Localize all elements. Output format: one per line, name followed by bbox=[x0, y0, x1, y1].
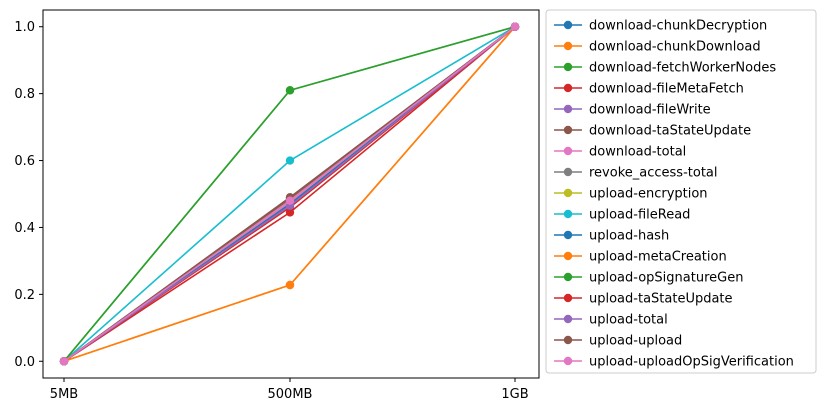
legend-label: download-fileMetaFetch bbox=[589, 82, 744, 97]
legend-label: download-chunkDecryption bbox=[589, 19, 767, 34]
data-point bbox=[59, 357, 69, 366]
data-point bbox=[285, 156, 295, 165]
legend-label: upload-uploadOpSigVerification bbox=[589, 355, 794, 370]
legend-item: upload-taStateUpdate bbox=[554, 292, 733, 307]
legend-item: upload-encryption bbox=[554, 187, 708, 202]
legend-item: download-fetchWorkerNodes bbox=[554, 61, 776, 76]
legend-item: download-fileWrite bbox=[554, 103, 711, 118]
legend-item: download-total bbox=[554, 145, 686, 160]
legend-label: download-total bbox=[589, 145, 686, 160]
y-tick-label: 0.6 bbox=[14, 154, 35, 169]
legend-item: download-chunkDownload bbox=[554, 40, 761, 55]
data-point bbox=[510, 22, 520, 31]
legend-item: download-taStateUpdate bbox=[554, 124, 751, 139]
data-point bbox=[285, 86, 295, 95]
legend: download-chunkDecryption download-chunkDo… bbox=[545, 9, 817, 374]
data-point bbox=[285, 280, 295, 290]
legend-marker bbox=[563, 335, 573, 345]
legend-label: download-chunkDownload bbox=[589, 40, 761, 55]
legend-marker bbox=[563, 125, 573, 135]
data-point bbox=[285, 208, 295, 217]
x-tick-label: 5MB bbox=[50, 387, 78, 402]
legend-marker bbox=[563, 251, 573, 261]
y-tick-label: 0.8 bbox=[14, 87, 35, 102]
legend-label: download-taStateUpdate bbox=[589, 124, 751, 139]
legend-marker bbox=[563, 41, 573, 51]
legend-label: revoke_access-total bbox=[589, 166, 718, 181]
legend-marker bbox=[563, 314, 573, 324]
legend-label: upload-hash bbox=[589, 229, 669, 244]
legend-label: upload-opSignatureGen bbox=[589, 271, 743, 286]
legend-marker bbox=[563, 293, 573, 303]
legend-frame bbox=[545, 9, 817, 374]
legend-marker bbox=[563, 83, 573, 93]
legend-marker bbox=[563, 104, 573, 114]
y-tick-label: 0.2 bbox=[14, 288, 35, 303]
data-point bbox=[285, 196, 295, 205]
legend-label: download-fileWrite bbox=[589, 103, 711, 118]
legend-item: upload-opSignatureGen bbox=[554, 271, 743, 286]
legend-marker bbox=[563, 356, 573, 366]
legend-item: upload-total bbox=[554, 313, 668, 328]
legend-item: download-fileMetaFetch bbox=[554, 82, 744, 97]
legend-marker bbox=[563, 62, 573, 72]
legend-label: download-fetchWorkerNodes bbox=[589, 61, 776, 76]
legend-marker bbox=[563, 230, 573, 240]
legend-marker bbox=[563, 209, 573, 219]
legend-marker bbox=[563, 146, 573, 156]
series-upload-upload bbox=[59, 22, 520, 366]
y-tick-label: 1.0 bbox=[14, 20, 35, 35]
series-upload-uploadOpSigVerification bbox=[59, 22, 520, 366]
legend-label: upload-metaCreation bbox=[589, 250, 727, 265]
legend-item: download-chunkDecryption bbox=[554, 19, 767, 34]
plot-area: 0.0 0.2 0.4 0.6 0.8 1.0 5MB 500MB 1GB bbox=[14, 9, 540, 402]
legend-item: upload-fileRead bbox=[554, 208, 690, 223]
legend-marker bbox=[563, 20, 573, 30]
axes-frame bbox=[42, 9, 540, 379]
legend-label: upload-total bbox=[589, 313, 668, 328]
legend-item: upload-hash bbox=[554, 229, 669, 244]
legend-marker bbox=[563, 272, 573, 282]
y-tick-label: 0.0 bbox=[14, 355, 35, 370]
x-tick-label: 1GB bbox=[501, 387, 528, 402]
x-tick-label: 500MB bbox=[268, 387, 313, 402]
legend-marker bbox=[563, 167, 573, 177]
legend-marker bbox=[563, 188, 573, 198]
legend-label: upload-fileRead bbox=[589, 208, 690, 223]
legend-item: upload-upload bbox=[554, 334, 682, 349]
legend-item: upload-metaCreation bbox=[554, 250, 727, 265]
legend-label: upload-taStateUpdate bbox=[589, 292, 733, 307]
legend-label: upload-encryption bbox=[589, 187, 708, 202]
legend-label: upload-upload bbox=[589, 334, 682, 349]
y-tick-label: 0.4 bbox=[14, 221, 35, 236]
legend-item: upload-uploadOpSigVerification bbox=[554, 355, 794, 370]
legend-item: revoke_access-total bbox=[554, 166, 718, 181]
